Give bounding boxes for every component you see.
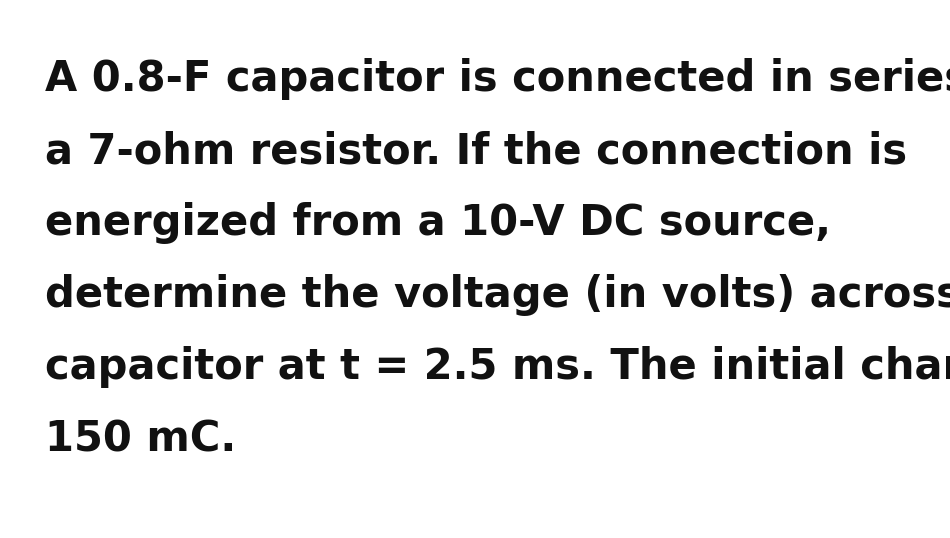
Text: a 7-ohm resistor. If the connection is: a 7-ohm resistor. If the connection is bbox=[45, 130, 907, 172]
Text: capacitor at t = 2.5 ms. The initial charge is: capacitor at t = 2.5 ms. The initial cha… bbox=[45, 346, 950, 388]
Text: energized from a 10-V DC source,: energized from a 10-V DC source, bbox=[45, 202, 831, 244]
Text: 150 mC.: 150 mC. bbox=[45, 418, 237, 460]
Text: determine the voltage (in volts) across the: determine the voltage (in volts) across … bbox=[45, 274, 950, 316]
Text: A 0.8-F capacitor is connected in series with: A 0.8-F capacitor is connected in series… bbox=[45, 58, 950, 100]
